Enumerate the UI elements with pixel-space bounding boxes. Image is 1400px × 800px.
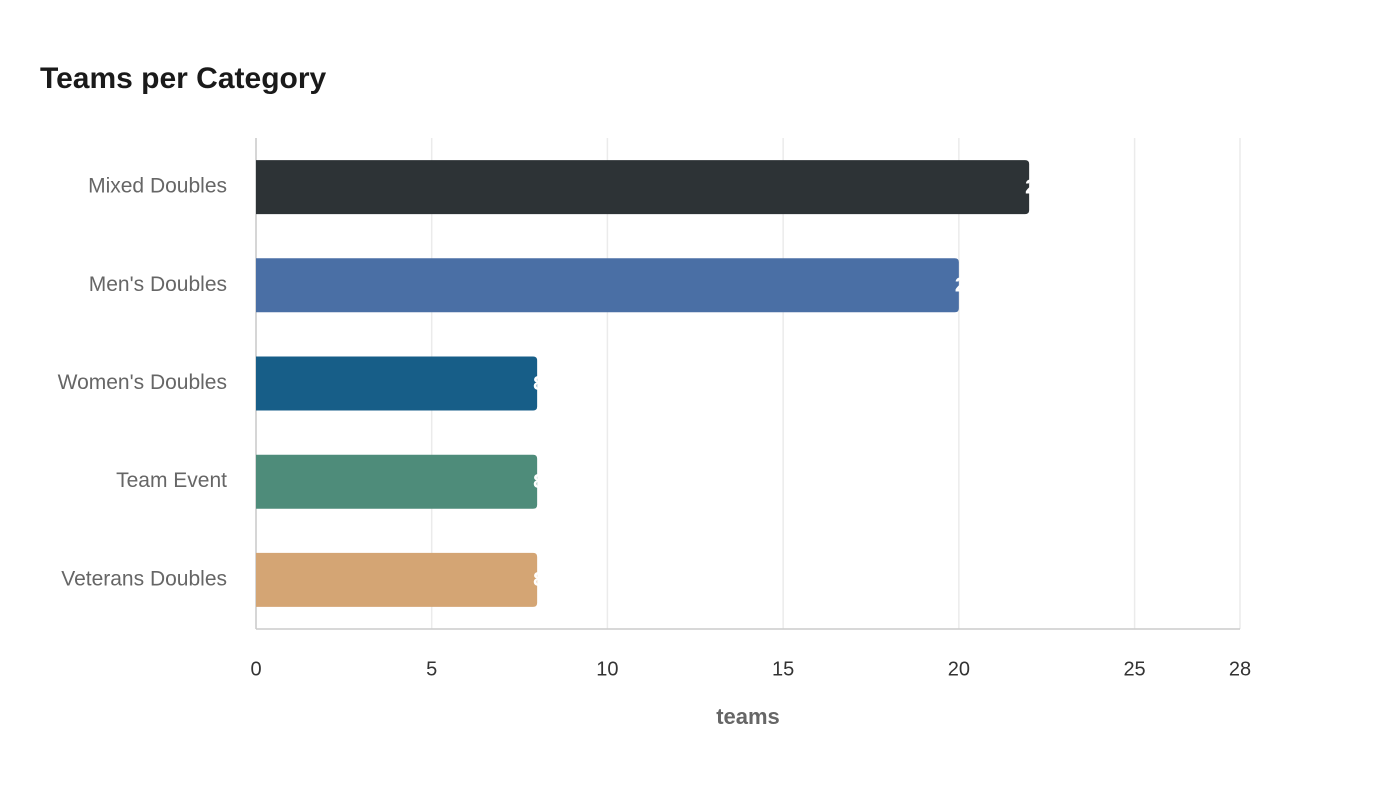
bar	[256, 160, 1030, 215]
x-tick-label: 5	[426, 658, 437, 680]
y-tick-label: Mixed Doubles	[88, 175, 227, 198]
x-tick-label: 10	[596, 658, 618, 680]
x-tick-label: 0	[250, 658, 261, 680]
value-label: 22	[1025, 176, 1047, 198]
x-tick-label: 25	[1123, 658, 1145, 680]
value-label: 8	[533, 569, 544, 591]
chart-title: Teams per Category	[40, 62, 327, 95]
x-axis-label: teams	[716, 704, 780, 729]
bar	[256, 454, 538, 509]
x-tick-label: 28	[1229, 658, 1251, 680]
bar	[256, 356, 538, 411]
x-tick-label: 15	[772, 658, 794, 680]
y-tick-label: Men's Doubles	[89, 273, 227, 296]
y-tick-label: Women's Doubles	[58, 371, 227, 394]
y-tick-label: Team Event	[116, 469, 227, 492]
y-tick-label: Veterans Doubles	[61, 567, 227, 590]
bar	[256, 552, 538, 607]
bar	[256, 258, 959, 313]
value-label: 8	[533, 373, 544, 395]
x-tick-label: 20	[948, 658, 970, 680]
value-label: 8	[533, 471, 544, 493]
value-label: 20	[955, 275, 977, 297]
